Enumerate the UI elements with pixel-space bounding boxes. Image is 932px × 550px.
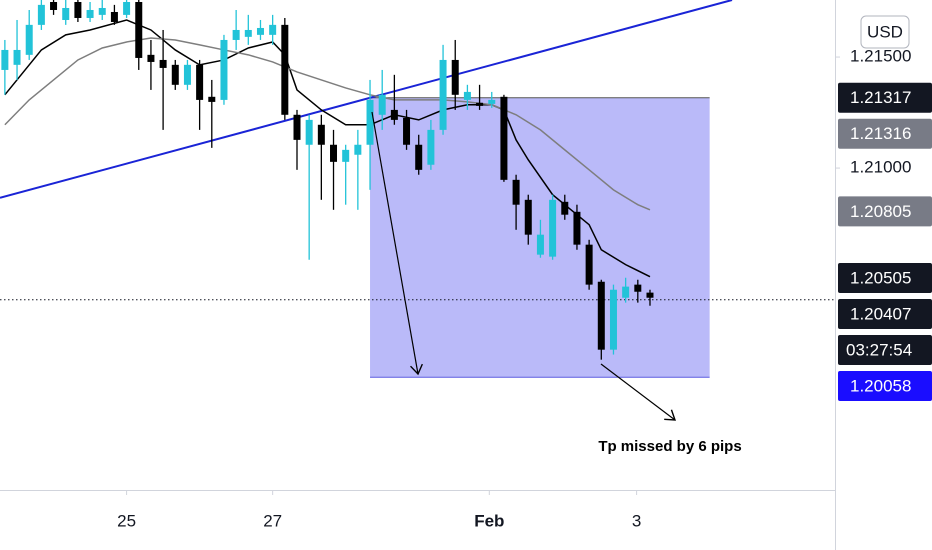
x-tick-label: 25	[117, 511, 136, 530]
candle-body	[573, 211, 581, 245]
candle-body	[439, 59, 447, 130]
candle-body	[317, 124, 325, 145]
candle-body	[293, 114, 301, 140]
y-tick-label: 1.21500	[850, 47, 911, 66]
candle-body	[269, 24, 277, 35]
moving-average	[4, 37, 651, 211]
candle-body	[463, 91, 471, 100]
arrow	[600, 363, 677, 421]
candle-body	[74, 1, 82, 18]
arrow	[371, 111, 423, 376]
moving-average	[4, 19, 651, 278]
candle-body	[256, 27, 264, 35]
price-tag-label: 1.20058	[850, 376, 911, 395]
trendline	[0, 0, 733, 199]
candle-body	[415, 144, 423, 170]
candle-body	[524, 199, 532, 235]
price-tag	[838, 262, 932, 293]
candle-body	[232, 29, 240, 40]
candle-body	[183, 64, 191, 85]
candle-body	[354, 144, 362, 155]
candle-body	[25, 24, 33, 55]
candle-body	[427, 129, 435, 165]
candle-body	[13, 49, 21, 65]
candle-body	[220, 39, 228, 100]
candle-body	[476, 102, 484, 106]
candle-body	[403, 117, 411, 145]
countdown-tag	[838, 334, 932, 365]
candle-body	[244, 29, 252, 37]
candle-body	[597, 281, 605, 350]
countdown-label: 03:27:54	[846, 340, 912, 359]
candle-body	[110, 11, 118, 22]
candle-body	[646, 292, 654, 298]
price-tag	[838, 118, 932, 149]
price-tag-label: 1.21316	[850, 124, 911, 143]
candle-body	[390, 109, 398, 120]
candle-body	[98, 7, 106, 15]
candle-body	[62, 7, 70, 20]
candle-body	[1, 49, 9, 70]
candle-body	[50, 1, 58, 10]
price-tag-label: 1.20505	[850, 268, 911, 287]
candle-body	[512, 179, 520, 205]
candle-body	[378, 94, 386, 115]
x-tick-label: 27	[263, 511, 282, 530]
price-tag	[838, 82, 932, 113]
candle-body	[585, 244, 593, 285]
y-tick-label: 1.21000	[850, 158, 911, 177]
candle-body	[196, 64, 204, 100]
candle-body	[159, 59, 167, 68]
price-tag-label: 1.20407	[850, 304, 911, 323]
candle-body	[305, 119, 313, 145]
candle-body	[488, 99, 496, 104]
price-tag	[838, 370, 932, 401]
plot-area	[0, 0, 835, 378]
candle-body	[135, 1, 143, 58]
candle-body	[609, 289, 617, 350]
annotation: Tp missed by 6 pips	[598, 438, 741, 455]
x-tick-label: Feb	[474, 511, 504, 530]
candle-body	[500, 96, 508, 180]
candle-body	[86, 9, 94, 18]
candle-body	[366, 99, 374, 145]
price-tag-label: 1.21317	[850, 88, 911, 107]
x-tick-label: 3	[632, 511, 641, 530]
candle-body	[451, 59, 459, 95]
candle-body	[342, 149, 350, 162]
candle-body	[208, 96, 216, 102]
candle-body	[147, 54, 155, 62]
candle-body	[171, 64, 179, 85]
candle-body	[634, 284, 642, 292]
candle-body	[622, 286, 630, 298]
candle-body	[37, 4, 45, 25]
price-tag-label: 1.20805	[850, 202, 911, 221]
candle-body	[561, 201, 569, 215]
price-tag	[838, 196, 932, 227]
price-tag	[838, 298, 932, 329]
currency-box[interactable]	[860, 15, 910, 49]
candle-body	[330, 144, 338, 162]
candle-body	[536, 234, 544, 255]
candle-body	[281, 24, 289, 115]
price-axis: 1.21500 1.21000 1.21317 1.21316 1.20805 1.205…	[835, 47, 932, 401]
currency-label[interactable]: USD	[867, 22, 903, 41]
candle-body	[549, 199, 557, 257]
candle-body	[123, 1, 131, 15]
